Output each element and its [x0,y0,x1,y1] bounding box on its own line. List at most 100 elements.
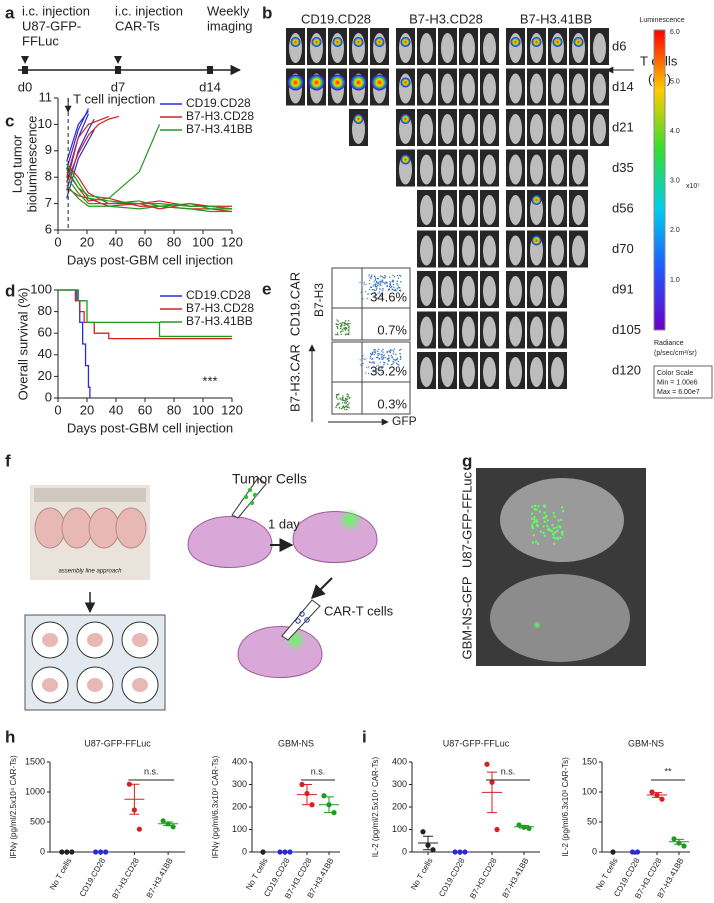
gfp-cell [554,537,557,540]
flow-dot [360,291,362,293]
flow-dot [338,393,340,396]
flow-dot [360,366,363,368]
mouse-body [551,276,564,306]
flow-dot [388,288,390,290]
group-header: B7-H3.CD28 [409,11,483,26]
significance: *** [202,373,217,388]
y-tick-label: 50 [587,816,597,826]
flow-dot [336,319,338,321]
flow-dot [378,348,380,351]
gfp-cell [542,504,546,508]
flow-dot [382,287,384,290]
flow-dot [377,282,380,285]
error-bar [519,824,529,829]
panel-label: e [262,279,271,298]
flow-dot [345,402,347,405]
gfp-cell [561,530,564,533]
flow-dot [343,408,346,411]
gfp-cell [555,526,558,529]
data-point [629,849,636,855]
chart-title: U87-GFP-FFLuc [443,738,510,748]
brain-section [237,626,323,678]
flow-dot [388,285,391,288]
timeline-marker [22,66,28,74]
mouse-body [530,316,543,347]
flow-dot [347,329,349,331]
mouse-body [551,235,564,266]
signal [353,114,364,124]
flow-dot [384,276,386,278]
flow-dot [393,348,396,350]
panel-label: g [462,451,472,470]
flow-dot [373,351,376,353]
gfp-cell [537,505,540,508]
mouse-body [551,357,564,387]
flow-dot [377,350,379,352]
signal [332,37,343,47]
well-slice [132,678,148,692]
gfp-cell [559,518,563,522]
day-label: d105 [612,322,641,337]
flow-dot [374,285,377,287]
flow-dot [388,357,390,359]
signal [374,37,385,47]
tumor-line [66,176,232,210]
error-bar [652,792,662,798]
x-tick-label: B7-H3.CD28 [110,856,141,900]
flow-dot [378,281,381,283]
y-tick-label: 80 [38,303,52,318]
flow-dot [373,281,376,283]
mouse-body [509,316,522,347]
gfp-cell [546,519,549,522]
colorbar-tick: 1.0 [670,277,680,284]
scale-text: Max = 6.00e7 [657,389,700,396]
y-tick-label: 1000 [25,786,45,796]
mouse-body [441,235,454,266]
data-point [671,836,677,842]
flow-dot [375,365,378,367]
x-tick-label: 20 [80,402,94,417]
flow-dot [376,368,378,370]
flow-dot [369,357,372,359]
signal [400,154,411,165]
flow-dot [344,334,347,336]
row-label: B7-H3.CAR [287,344,302,412]
flow-dot [367,372,370,375]
mouse-body [593,73,606,104]
flow-dot [381,355,383,358]
mouse-body [420,114,433,144]
data-point [484,761,490,767]
flow-dot [370,276,373,278]
mouse-body [509,276,522,306]
mouse-body [420,33,433,63]
flow-dot [389,286,392,289]
gfp-cell [557,519,560,522]
flow-dot [379,353,381,356]
flow-dot [335,323,337,325]
flow-dot [392,349,394,352]
timeline-label: i.c. injection [115,3,183,18]
gfp-cell [552,511,555,515]
flow-dot [373,283,375,286]
day-label: d35 [612,160,634,175]
mouse-body [462,114,475,144]
interval-label: 1 day [268,516,300,531]
flow-dot [398,349,401,351]
gfp-cell [539,530,543,533]
legend-label: B7-H3.41BB [186,314,253,328]
x-tick-label: 100 [192,234,214,249]
y-tick-label: 1500 [25,756,45,766]
y-tick-label: 20 [38,368,52,383]
flow-dot [375,356,378,359]
y-tick-label: 60 [38,325,52,340]
flow-dot [382,351,384,353]
y-tick-label: 200 [392,801,407,811]
flow-dot [374,348,376,351]
flow-dot [371,289,374,291]
flow-dot [376,282,378,284]
day-label: d120 [612,362,641,377]
flow-dot [370,362,373,364]
x-tick-label: 80 [167,234,181,249]
gfp-cell [542,525,545,528]
gfp-cell [561,509,565,513]
